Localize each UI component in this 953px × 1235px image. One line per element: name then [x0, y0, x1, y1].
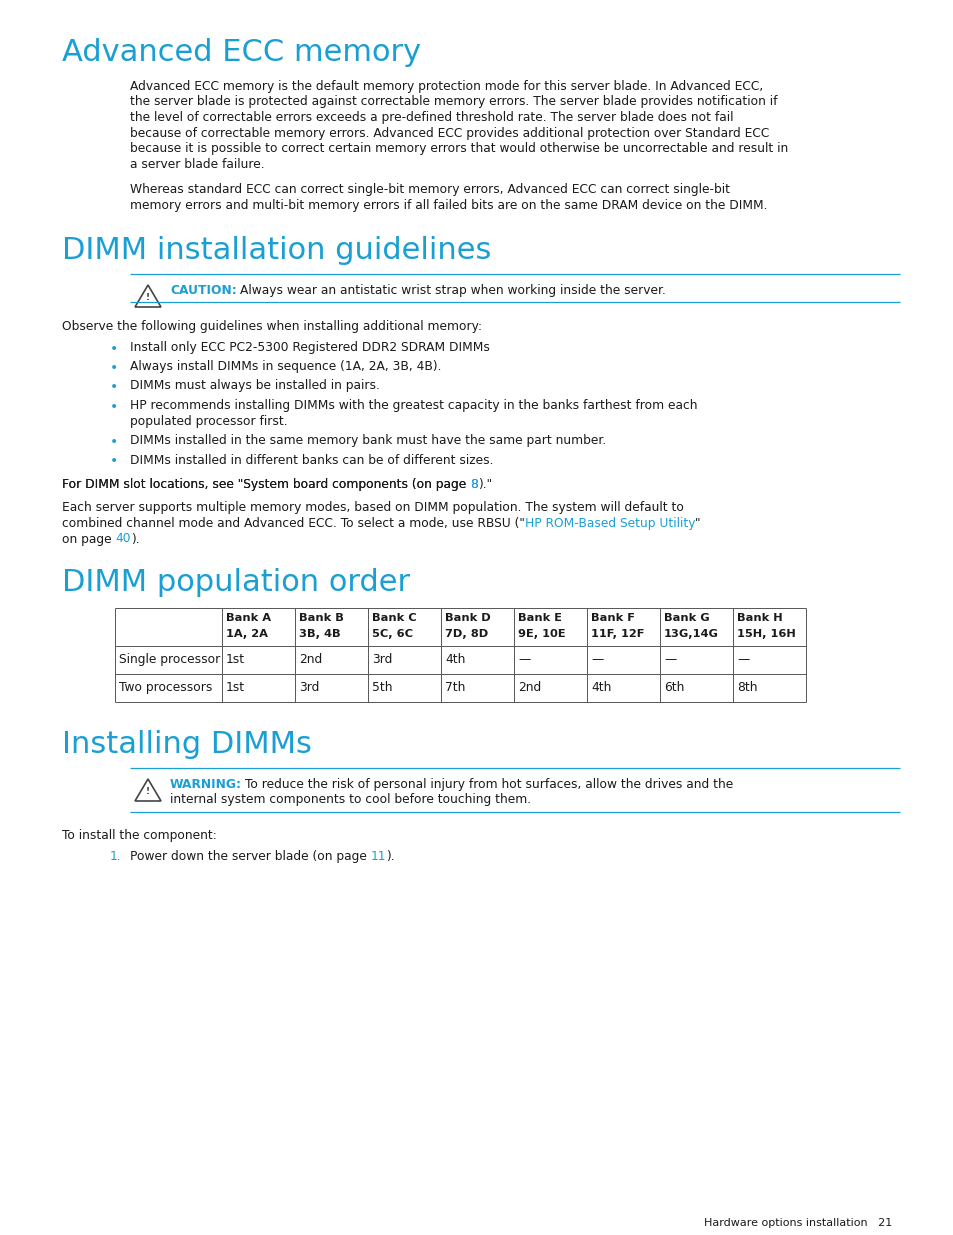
Text: Advanced ECC memory is the default memory protection mode for this server blade.: Advanced ECC memory is the default memor…	[130, 80, 762, 93]
Text: !: !	[146, 293, 150, 301]
Text: Bank C: Bank C	[372, 613, 416, 622]
Text: because it is possible to correct certain memory errors that would otherwise be : because it is possible to correct certai…	[130, 142, 787, 156]
Text: Bank G: Bank G	[663, 613, 709, 622]
Text: 1st: 1st	[226, 653, 245, 666]
Text: 40: 40	[115, 532, 131, 546]
Text: 4th: 4th	[590, 680, 611, 694]
Text: on page: on page	[62, 532, 115, 546]
Text: —: —	[737, 653, 748, 666]
Text: For DIMM slot locations, see "System board components (on page: For DIMM slot locations, see "System boa…	[62, 478, 470, 492]
Text: 5th: 5th	[372, 680, 392, 694]
Text: DIMMs installed in different banks can be of different sizes.: DIMMs installed in different banks can b…	[130, 453, 493, 467]
Text: •: •	[110, 380, 118, 394]
Text: HP ROM-Based Setup Utility: HP ROM-Based Setup Utility	[524, 517, 695, 530]
Text: because of correctable memory errors. Advanced ECC provides additional protectio: because of correctable memory errors. Ad…	[130, 126, 768, 140]
Text: 1A, 2A: 1A, 2A	[226, 629, 268, 638]
Text: CAUTION:: CAUTION:	[170, 284, 236, 296]
Text: 11F, 12F: 11F, 12F	[590, 629, 644, 638]
Text: Always install DIMMs in sequence (1A, 2A, 3B, 4B).: Always install DIMMs in sequence (1A, 2A…	[130, 359, 441, 373]
Text: 8: 8	[470, 478, 477, 492]
Text: a server blade failure.: a server blade failure.	[130, 158, 264, 170]
Text: Bank B: Bank B	[298, 613, 343, 622]
Text: 3B, 4B: 3B, 4B	[298, 629, 340, 638]
Text: Bank F: Bank F	[590, 613, 635, 622]
Text: 11: 11	[371, 850, 386, 863]
Text: DIMM population order: DIMM population order	[62, 568, 410, 597]
Text: 2nd: 2nd	[298, 653, 322, 666]
Text: !: !	[146, 787, 150, 795]
Text: DIMM installation guidelines: DIMM installation guidelines	[62, 236, 491, 266]
Text: Bank E: Bank E	[517, 613, 561, 622]
Text: 3rd: 3rd	[298, 680, 319, 694]
Text: Advanced ECC memory: Advanced ECC memory	[62, 38, 420, 67]
Text: •: •	[110, 400, 118, 414]
Text: ).: ).	[131, 532, 139, 546]
Text: DIMMs installed in the same memory bank must have the same part number.: DIMMs installed in the same memory bank …	[130, 433, 605, 447]
Text: DIMMs must always be installed in pairs.: DIMMs must always be installed in pairs.	[130, 379, 379, 393]
Text: Each server supports multiple memory modes, based on DIMM population. The system: Each server supports multiple memory mod…	[62, 501, 683, 515]
Text: WARNING:: WARNING:	[170, 778, 242, 790]
Text: Always wear an antistatic wrist strap when working inside the server.: Always wear an antistatic wrist strap wh…	[239, 284, 665, 296]
Text: 8th: 8th	[737, 680, 757, 694]
Text: ": "	[695, 517, 700, 530]
Text: ).: ).	[386, 850, 395, 863]
Text: •: •	[110, 435, 118, 450]
Text: ).": )."	[477, 478, 492, 492]
Text: 15H, 16H: 15H, 16H	[737, 629, 795, 638]
Text: —: —	[590, 653, 602, 666]
Text: •: •	[110, 454, 118, 468]
Text: Bank D: Bank D	[444, 613, 490, 622]
Text: 5C, 6C: 5C, 6C	[372, 629, 413, 638]
Text: the server blade is protected against correctable memory errors. The server blad: the server blade is protected against co…	[130, 95, 777, 109]
Text: combined channel mode and Advanced ECC. To select a mode, use RBSU (": combined channel mode and Advanced ECC. …	[62, 517, 524, 530]
Text: 9E, 10E: 9E, 10E	[517, 629, 565, 638]
Text: Single processor: Single processor	[119, 653, 220, 666]
Text: 3rd: 3rd	[372, 653, 392, 666]
Text: —: —	[517, 653, 530, 666]
Text: Hardware options installation   21: Hardware options installation 21	[703, 1218, 891, 1228]
Text: Whereas standard ECC can correct single-bit memory errors, Advanced ECC can corr: Whereas standard ECC can correct single-…	[130, 183, 729, 196]
Text: To reduce the risk of personal injury from hot surfaces, allow the drives and th: To reduce the risk of personal injury fr…	[245, 778, 733, 790]
Text: Bank A: Bank A	[226, 613, 271, 622]
Text: 4th: 4th	[444, 653, 465, 666]
Text: 13G,14G: 13G,14G	[663, 629, 719, 638]
Text: HP recommends installing DIMMs with the greatest capacity in the banks farthest : HP recommends installing DIMMs with the …	[130, 399, 697, 412]
Text: 2nd: 2nd	[517, 680, 540, 694]
Text: Two processors: Two processors	[119, 680, 213, 694]
Text: 6th: 6th	[663, 680, 683, 694]
Text: internal system components to cool before touching them.: internal system components to cool befor…	[170, 794, 531, 806]
Text: For DIMM slot locations, see "System board components (on page: For DIMM slot locations, see "System boa…	[62, 478, 470, 492]
Text: 1st: 1st	[226, 680, 245, 694]
Text: populated processor first.: populated processor first.	[130, 415, 287, 427]
Text: 7D, 8D: 7D, 8D	[444, 629, 488, 638]
Text: To install the component:: To install the component:	[62, 830, 216, 842]
Text: the level of correctable errors exceeds a pre-defined threshold rate. The server: the level of correctable errors exceeds …	[130, 111, 733, 124]
Text: •: •	[110, 342, 118, 356]
Text: memory errors and multi-bit memory errors if all failed bits are on the same DRA: memory errors and multi-bit memory error…	[130, 199, 767, 211]
Text: —: —	[663, 653, 676, 666]
Text: 1.: 1.	[110, 850, 121, 863]
Text: •: •	[110, 361, 118, 375]
Text: Installing DIMMs: Installing DIMMs	[62, 730, 312, 760]
Text: Observe the following guidelines when installing additional memory:: Observe the following guidelines when in…	[62, 320, 481, 333]
Text: Install only ECC PC2-5300 Registered DDR2 SDRAM DIMMs: Install only ECC PC2-5300 Registered DDR…	[130, 341, 489, 353]
Text: 7th: 7th	[444, 680, 465, 694]
Text: Bank H: Bank H	[737, 613, 781, 622]
Text: 8: 8	[470, 478, 477, 492]
Text: Power down the server blade (on page: Power down the server blade (on page	[130, 850, 371, 863]
